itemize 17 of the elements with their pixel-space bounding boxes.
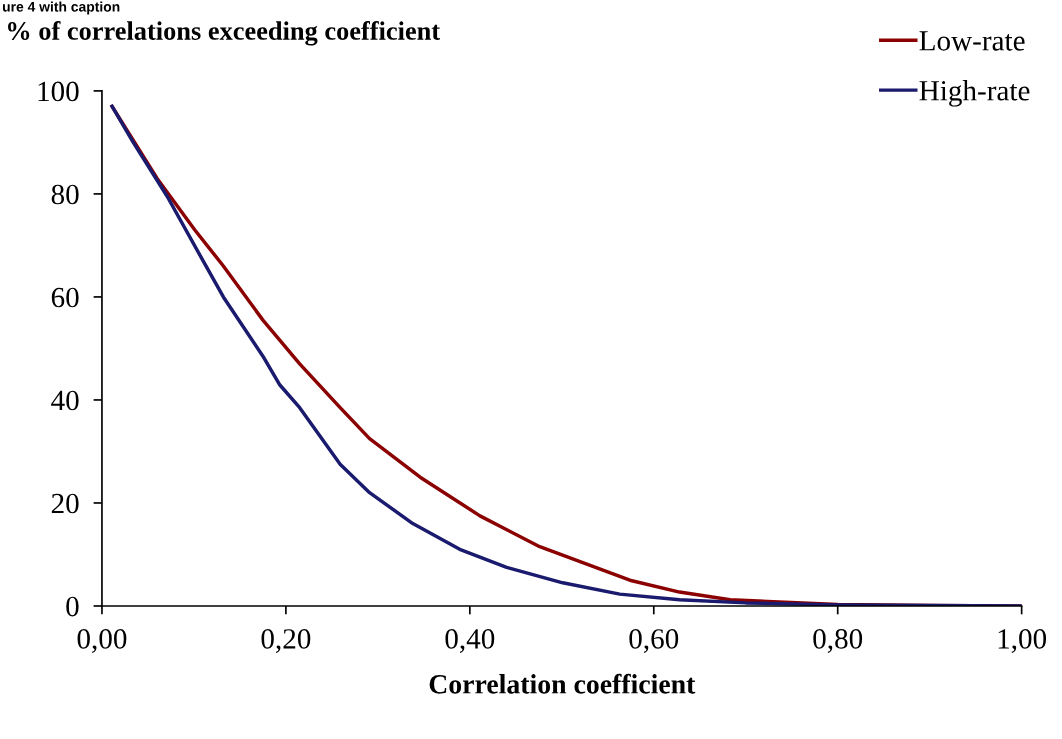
x-tick-label: 0,80 [813, 629, 863, 653]
x-tick-label: 1,00 [998, 629, 1047, 653]
x-tick-label: 0,00 [77, 629, 127, 653]
x-axis-title: Correlation coefficient [429, 673, 696, 694]
y-tick-label: 0 [66, 596, 79, 617]
y-tick-label: 80 [51, 184, 79, 205]
x-tick-label: 0,60 [629, 629, 679, 653]
y-tick-label: 20 [51, 493, 79, 514]
y-tick-label: 60 [51, 287, 79, 308]
x-tick-label: 0,20 [261, 629, 311, 653]
legend-label: High-rate [919, 80, 1030, 107]
x-tick-label: 0,40 [445, 629, 495, 653]
legend-label: Low-rate [919, 31, 1025, 51]
chart-title: % of correlations exceeding coefficient [8, 21, 440, 46]
y-tick-label: 40 [51, 390, 79, 411]
y-tick-label: 100 [38, 81, 79, 102]
text: ure 4 with caption [2, 1, 120, 15]
